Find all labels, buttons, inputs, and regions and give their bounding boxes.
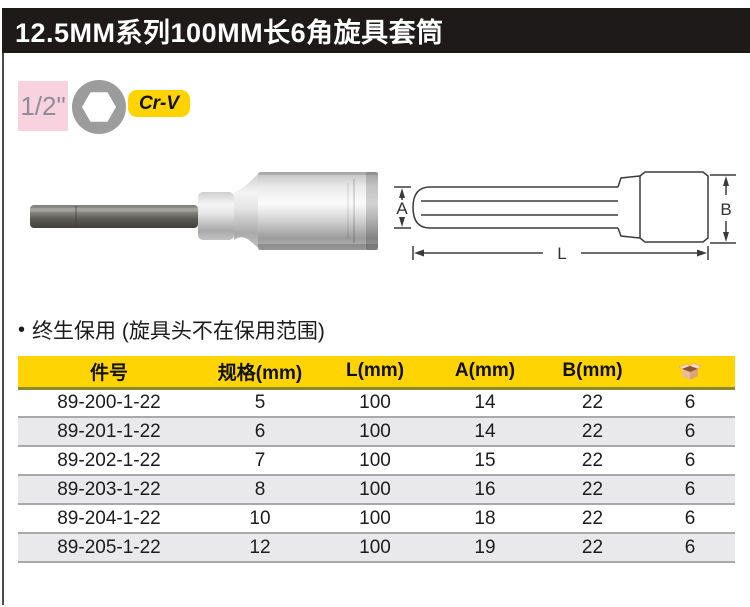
- table-cell: 100: [359, 391, 391, 413]
- table-cell: 7: [254, 449, 266, 471]
- page-left-border: [2, 8, 4, 605]
- table-cell: 6: [645, 416, 735, 447]
- table-cell: 89-202-1-22: [57, 449, 161, 471]
- table-cell: 22: [540, 532, 645, 563]
- table-cell: 22: [581, 391, 604, 413]
- table-row: 89-204-1-22 10 100 18 22 6: [18, 504, 735, 533]
- bullet-icon: •: [18, 318, 26, 341]
- table-row: 89-203-1-22 8 100 16 22 6: [18, 474, 735, 505]
- dim-label-l: L: [557, 244, 566, 263]
- table-cell: 22: [540, 416, 645, 447]
- col-header-part-number: 件号: [18, 356, 200, 390]
- table-cell: 5: [254, 391, 266, 413]
- table-cell: 16: [430, 474, 540, 505]
- material-badge: Cr-V: [128, 90, 190, 117]
- table-cell: 100: [320, 474, 430, 505]
- table-cell: 6: [645, 532, 735, 563]
- dim-label-b: B: [720, 200, 731, 219]
- product-photo: [30, 172, 378, 250]
- table-cell: 22: [581, 507, 604, 529]
- table-cell: 6: [200, 416, 320, 447]
- table-cell: 89-204-1-22: [57, 507, 161, 529]
- table-cell: 100: [320, 532, 430, 563]
- col-header-length: L(mm): [320, 356, 430, 390]
- table-cell: 14: [474, 391, 496, 413]
- dim-label-a: A: [396, 199, 408, 218]
- spec-table: 件号 规格(mm) L(mm) A(mm) B(mm) 89-200-1-22 5…: [18, 356, 735, 563]
- table-cell: 15: [474, 449, 496, 471]
- table-cell: 18: [474, 507, 496, 529]
- col-header-b: B(mm): [540, 356, 645, 390]
- table-cell: 100: [320, 416, 430, 447]
- table-cell: 22: [581, 449, 604, 471]
- table-cell: 6: [684, 391, 696, 413]
- page-title: 12.5MM系列100MM长6角旋具套筒: [15, 18, 444, 48]
- col-header-pack: [645, 356, 735, 390]
- table-cell: 10: [249, 507, 271, 529]
- warranty-text: 终生保用 (旋具头不在保用范围): [32, 320, 325, 343]
- package-box-icon: [678, 362, 702, 380]
- table-cell: 14: [430, 416, 540, 447]
- warranty-note: • 终生保用 (旋具头不在保用范围): [18, 316, 325, 344]
- table-cell: 89-200-1-22: [57, 391, 161, 413]
- table-cell: 89-205-1-22: [18, 532, 200, 563]
- table-cell: 100: [359, 507, 391, 529]
- table-cell: 100: [359, 449, 391, 471]
- table-row: 89-205-1-22 12 100 19 22 6: [18, 532, 735, 563]
- col-header-spec: 规格(mm): [200, 356, 320, 390]
- table-cell: 22: [540, 474, 645, 505]
- table-cell: 89-203-1-22: [18, 474, 200, 505]
- table-cell: 19: [430, 532, 540, 563]
- table-cell: 8: [200, 474, 320, 505]
- hexagon-socket-icon: [72, 80, 126, 134]
- table-cell: 12: [200, 532, 320, 563]
- table-cell: 89-201-1-22: [18, 416, 200, 447]
- col-header-a: A(mm): [430, 356, 540, 390]
- drive-size-badge: 1/2": [18, 81, 68, 131]
- dimension-diagram: A B L: [394, 171, 736, 263]
- drive-size-label: 1/2": [20, 90, 66, 121]
- table-row: 89-202-1-22 7 100 15 22 6: [18, 446, 735, 475]
- table-header-row: 件号 规格(mm) L(mm) A(mm) B(mm): [18, 356, 735, 390]
- table-row: 89-201-1-22 6 100 14 22 6: [18, 416, 735, 447]
- table-cell: 6: [684, 507, 696, 529]
- table-row: 89-200-1-22 5 100 14 22 6: [18, 388, 735, 417]
- title-bar: 12.5MM系列100MM长6角旋具套筒: [2, 8, 750, 53]
- table-cell: 6: [645, 474, 735, 505]
- table-cell: 6: [684, 449, 696, 471]
